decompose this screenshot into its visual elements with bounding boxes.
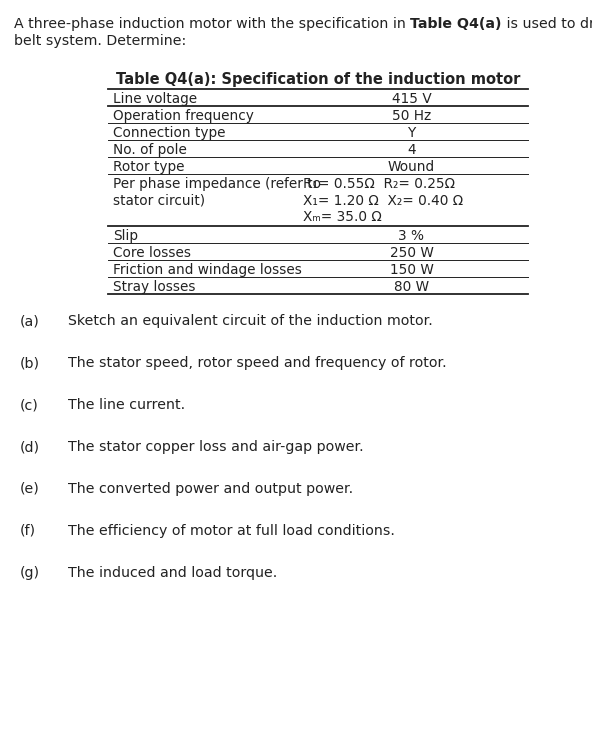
Text: Per phase impedance (refer to: Per phase impedance (refer to bbox=[113, 177, 321, 191]
Text: Friction and windage losses: Friction and windage losses bbox=[113, 263, 302, 277]
Text: The converted power and output power.: The converted power and output power. bbox=[68, 482, 353, 496]
Text: (a): (a) bbox=[20, 314, 40, 328]
Text: 415 V: 415 V bbox=[392, 92, 432, 106]
Text: The stator copper loss and air-gap power.: The stator copper loss and air-gap power… bbox=[68, 440, 363, 454]
Text: 50 Hz: 50 Hz bbox=[392, 109, 431, 123]
Text: The induced and load torque.: The induced and load torque. bbox=[68, 566, 277, 580]
Text: is used to drive a conveyor: is used to drive a conveyor bbox=[502, 17, 592, 31]
Text: Table Q4(a): Specification of the induction motor: Table Q4(a): Specification of the induct… bbox=[116, 72, 520, 87]
Text: 80 W: 80 W bbox=[394, 280, 429, 294]
Text: The stator speed, rotor speed and frequency of rotor.: The stator speed, rotor speed and freque… bbox=[68, 356, 446, 370]
Text: R₁= 0.55Ω  R₂= 0.25Ω: R₁= 0.55Ω R₂= 0.25Ω bbox=[303, 177, 455, 191]
Text: 250 W: 250 W bbox=[390, 246, 433, 260]
Text: Sketch an equivalent circuit of the induction motor.: Sketch an equivalent circuit of the indu… bbox=[68, 314, 433, 328]
Text: Table Q4(a): Table Q4(a) bbox=[410, 17, 502, 31]
Text: stator circuit): stator circuit) bbox=[113, 193, 205, 208]
Text: Xₘ= 35.0 Ω: Xₘ= 35.0 Ω bbox=[303, 210, 382, 224]
Text: (d): (d) bbox=[20, 440, 40, 454]
Text: belt system. Determine:: belt system. Determine: bbox=[14, 34, 186, 48]
Text: Connection type: Connection type bbox=[113, 126, 226, 140]
Text: Line voltage: Line voltage bbox=[113, 92, 197, 106]
Text: The line current.: The line current. bbox=[68, 398, 185, 412]
Text: Operation frequency: Operation frequency bbox=[113, 109, 254, 123]
Text: (c): (c) bbox=[20, 398, 38, 412]
Text: Slip: Slip bbox=[113, 229, 138, 243]
Text: 3 %: 3 % bbox=[398, 229, 424, 243]
Text: 4: 4 bbox=[407, 143, 416, 157]
Text: No. of pole: No. of pole bbox=[113, 143, 187, 157]
Text: A three-phase induction motor with the specification in: A three-phase induction motor with the s… bbox=[14, 17, 410, 31]
Text: Wound: Wound bbox=[388, 160, 435, 174]
Text: (f): (f) bbox=[20, 524, 36, 538]
Text: The efficiency of motor at full load conditions.: The efficiency of motor at full load con… bbox=[68, 524, 395, 538]
Text: (b): (b) bbox=[20, 356, 40, 370]
Text: Core losses: Core losses bbox=[113, 246, 191, 260]
Text: 150 W: 150 W bbox=[390, 263, 433, 277]
Text: Y: Y bbox=[407, 126, 416, 140]
Text: Rotor type: Rotor type bbox=[113, 160, 185, 174]
Text: X₁= 1.20 Ω  X₂= 0.40 Ω: X₁= 1.20 Ω X₂= 0.40 Ω bbox=[303, 193, 463, 208]
Text: (e): (e) bbox=[20, 482, 40, 496]
Text: (g): (g) bbox=[20, 566, 40, 580]
Text: Stray losses: Stray losses bbox=[113, 280, 195, 294]
